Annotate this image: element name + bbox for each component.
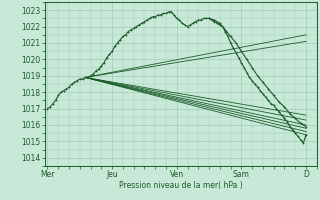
X-axis label: Pression niveau de la mer( hPa ): Pression niveau de la mer( hPa ) <box>119 181 243 190</box>
